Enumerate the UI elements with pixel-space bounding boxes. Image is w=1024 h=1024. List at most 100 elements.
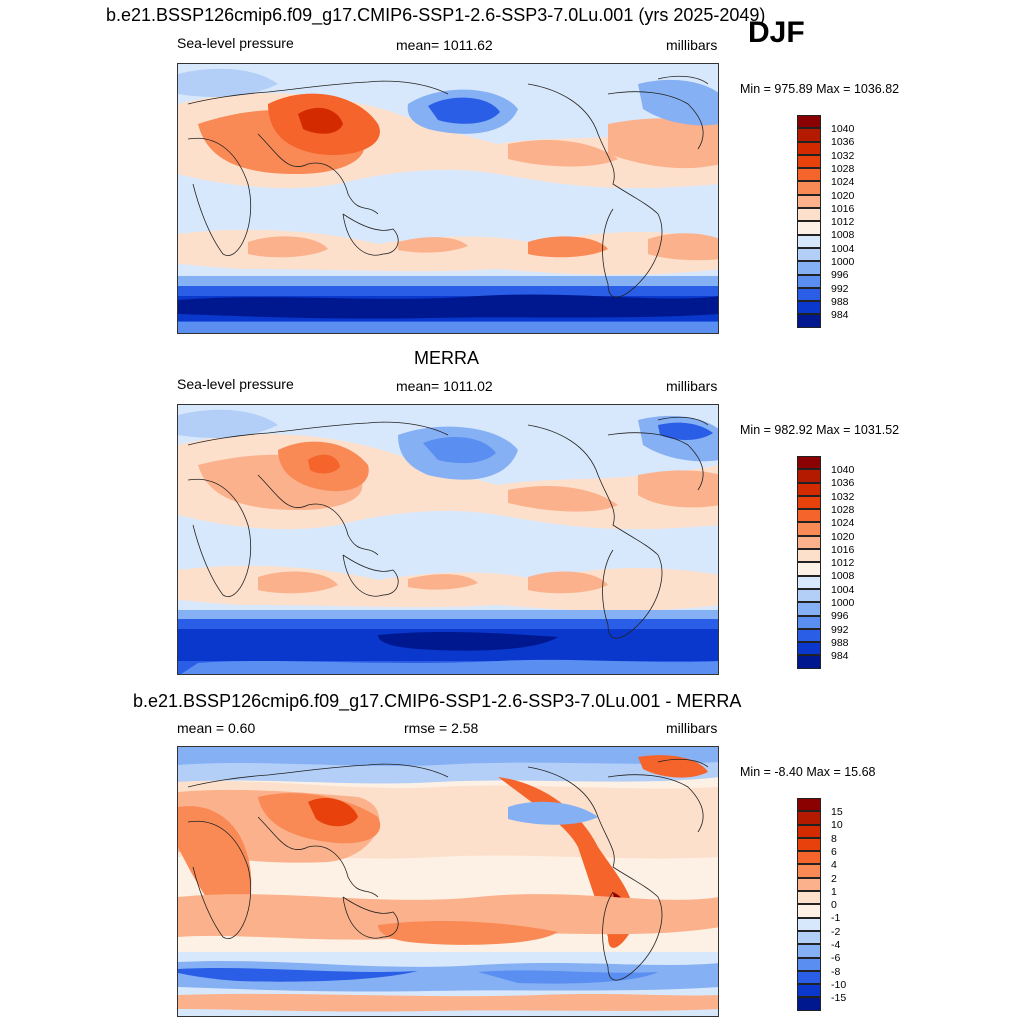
- colorbar-label: 1004: [831, 242, 855, 255]
- colorbar-swatch: [797, 877, 821, 892]
- season-label: DJF: [748, 16, 805, 49]
- panel2-units-label: millibars: [666, 378, 718, 394]
- colorbar-swatch: [797, 287, 821, 302]
- colorbar-swatch: [797, 655, 821, 669]
- colorbar-label: 992: [831, 623, 849, 636]
- colorbar-swatch: [797, 261, 821, 275]
- colorbar-label: 1024: [831, 176, 855, 189]
- panel1-units-label: millibars: [666, 37, 718, 53]
- colorbar-label: 1016: [831, 202, 855, 215]
- colorbar-label: 1020: [831, 530, 855, 543]
- panel1-colorbar: [797, 115, 821, 328]
- colorbar-label: 988: [831, 636, 849, 649]
- colorbar-label: 1008: [831, 570, 855, 583]
- colorbar-swatch: [797, 274, 821, 288]
- colorbar-label: 988: [831, 295, 849, 308]
- colorbar-swatch: [797, 522, 821, 536]
- colorbar-label: 1000: [831, 597, 855, 609]
- colorbar-label: 1040: [831, 123, 855, 135]
- colorbar-swatch: [797, 208, 821, 222]
- colorbar-swatch: [797, 509, 821, 523]
- panel1-map: [177, 63, 719, 334]
- colorbar-label: -1: [831, 912, 841, 925]
- colorbar-label: 1012: [831, 216, 855, 229]
- colorbar-label: 1024: [831, 517, 855, 530]
- colorbar-label: 1004: [831, 583, 855, 596]
- colorbar-label: -2: [831, 925, 841, 938]
- colorbar-label: 1: [831, 885, 837, 898]
- colorbar-label: 1040: [831, 464, 855, 476]
- panel3-units-label: millibars: [666, 720, 718, 736]
- colorbar-swatch: [797, 194, 821, 209]
- colorbar-swatch: [797, 824, 821, 838]
- colorbar-swatch: [797, 247, 821, 262]
- colorbar-label: 1032: [831, 490, 855, 503]
- colorbar-swatch: [797, 562, 821, 576]
- colorbar-swatch: [797, 221, 821, 235]
- colorbar-swatch: [797, 314, 821, 328]
- panel3-map-svg: [178, 747, 718, 1016]
- colorbar-label: 1032: [831, 149, 855, 162]
- panel2-colorbar: [797, 456, 821, 669]
- panel2-variable-label: Sea-level pressure: [177, 376, 294, 392]
- panel3-rmse-label: rmse = 2.58: [404, 720, 479, 736]
- colorbar-swatch: [797, 917, 821, 931]
- colorbar-label: 996: [831, 269, 849, 282]
- panel2-map: [177, 404, 719, 675]
- colorbar-swatch: [797, 482, 821, 496]
- colorbar-swatch: [797, 891, 821, 905]
- colorbar-label: 992: [831, 282, 849, 295]
- colorbar-swatch: [797, 168, 821, 182]
- colorbar-swatch: [797, 944, 821, 958]
- colorbar-swatch: [797, 628, 821, 643]
- colorbar-label: 8: [831, 832, 837, 845]
- colorbar-label: 1028: [831, 162, 855, 175]
- colorbar-swatch: [797, 128, 821, 142]
- colorbar-swatch: [797, 957, 821, 971]
- colorbar-swatch: [797, 535, 821, 550]
- colorbar-label: 15: [831, 806, 843, 818]
- panel3-map: [177, 746, 719, 1017]
- panel2-minmax: Min = 982.92 Max = 1031.52: [740, 423, 900, 437]
- colorbar-swatch: [797, 469, 821, 483]
- panel2-map-svg: [178, 405, 718, 674]
- colorbar-swatch: [797, 811, 821, 825]
- colorbar-label: -10: [831, 978, 847, 991]
- colorbar-swatch: [797, 615, 821, 629]
- colorbar-label: 1020: [831, 189, 855, 202]
- colorbar-swatch: [797, 798, 821, 812]
- colorbar-swatch: [797, 864, 821, 878]
- panel1-variable-label: Sea-level pressure: [177, 35, 294, 51]
- colorbar-swatch: [797, 234, 821, 248]
- panel3-mean-label: mean = 0.60: [177, 720, 256, 736]
- colorbar-swatch: [797, 154, 821, 169]
- colorbar-swatch: [797, 970, 821, 985]
- colorbar-label: 1000: [831, 256, 855, 268]
- colorbar-label: 1008: [831, 229, 855, 242]
- colorbar-swatch: [797, 904, 821, 918]
- panel3-minmax: Min = -8.40 Max = 15.68: [740, 765, 876, 779]
- panel3-title: b.e21.BSSP126cmip6.f09_g17.CMIP6-SSP1-2.…: [133, 691, 742, 711]
- colorbar-swatch: [797, 495, 821, 510]
- colorbar-swatch: [797, 851, 821, 865]
- colorbar-swatch: [797, 141, 821, 155]
- colorbar-label: 0: [831, 899, 837, 912]
- colorbar-swatch: [797, 115, 821, 129]
- colorbar-label: 4: [831, 859, 837, 872]
- panel1-mean-label: mean= 1011.62: [396, 37, 493, 53]
- colorbar-label: 1016: [831, 543, 855, 556]
- colorbar-swatch: [797, 181, 821, 195]
- colorbar-swatch: [797, 575, 821, 589]
- colorbar-label: 1036: [831, 477, 855, 490]
- colorbar-label: -15: [831, 992, 847, 1005]
- colorbar-label: -4: [831, 939, 841, 951]
- panel3-colorbar: [797, 798, 821, 1011]
- colorbar-swatch: [797, 930, 821, 945]
- colorbar-swatch: [797, 549, 821, 563]
- panel2-title: MERRA: [414, 348, 480, 368]
- colorbar-swatch: [797, 642, 821, 656]
- colorbar-swatch: [797, 997, 821, 1011]
- colorbar-swatch: [797, 301, 821, 315]
- colorbar-swatch: [797, 456, 821, 470]
- panel1-minmax: Min = 975.89 Max = 1036.82: [740, 82, 900, 96]
